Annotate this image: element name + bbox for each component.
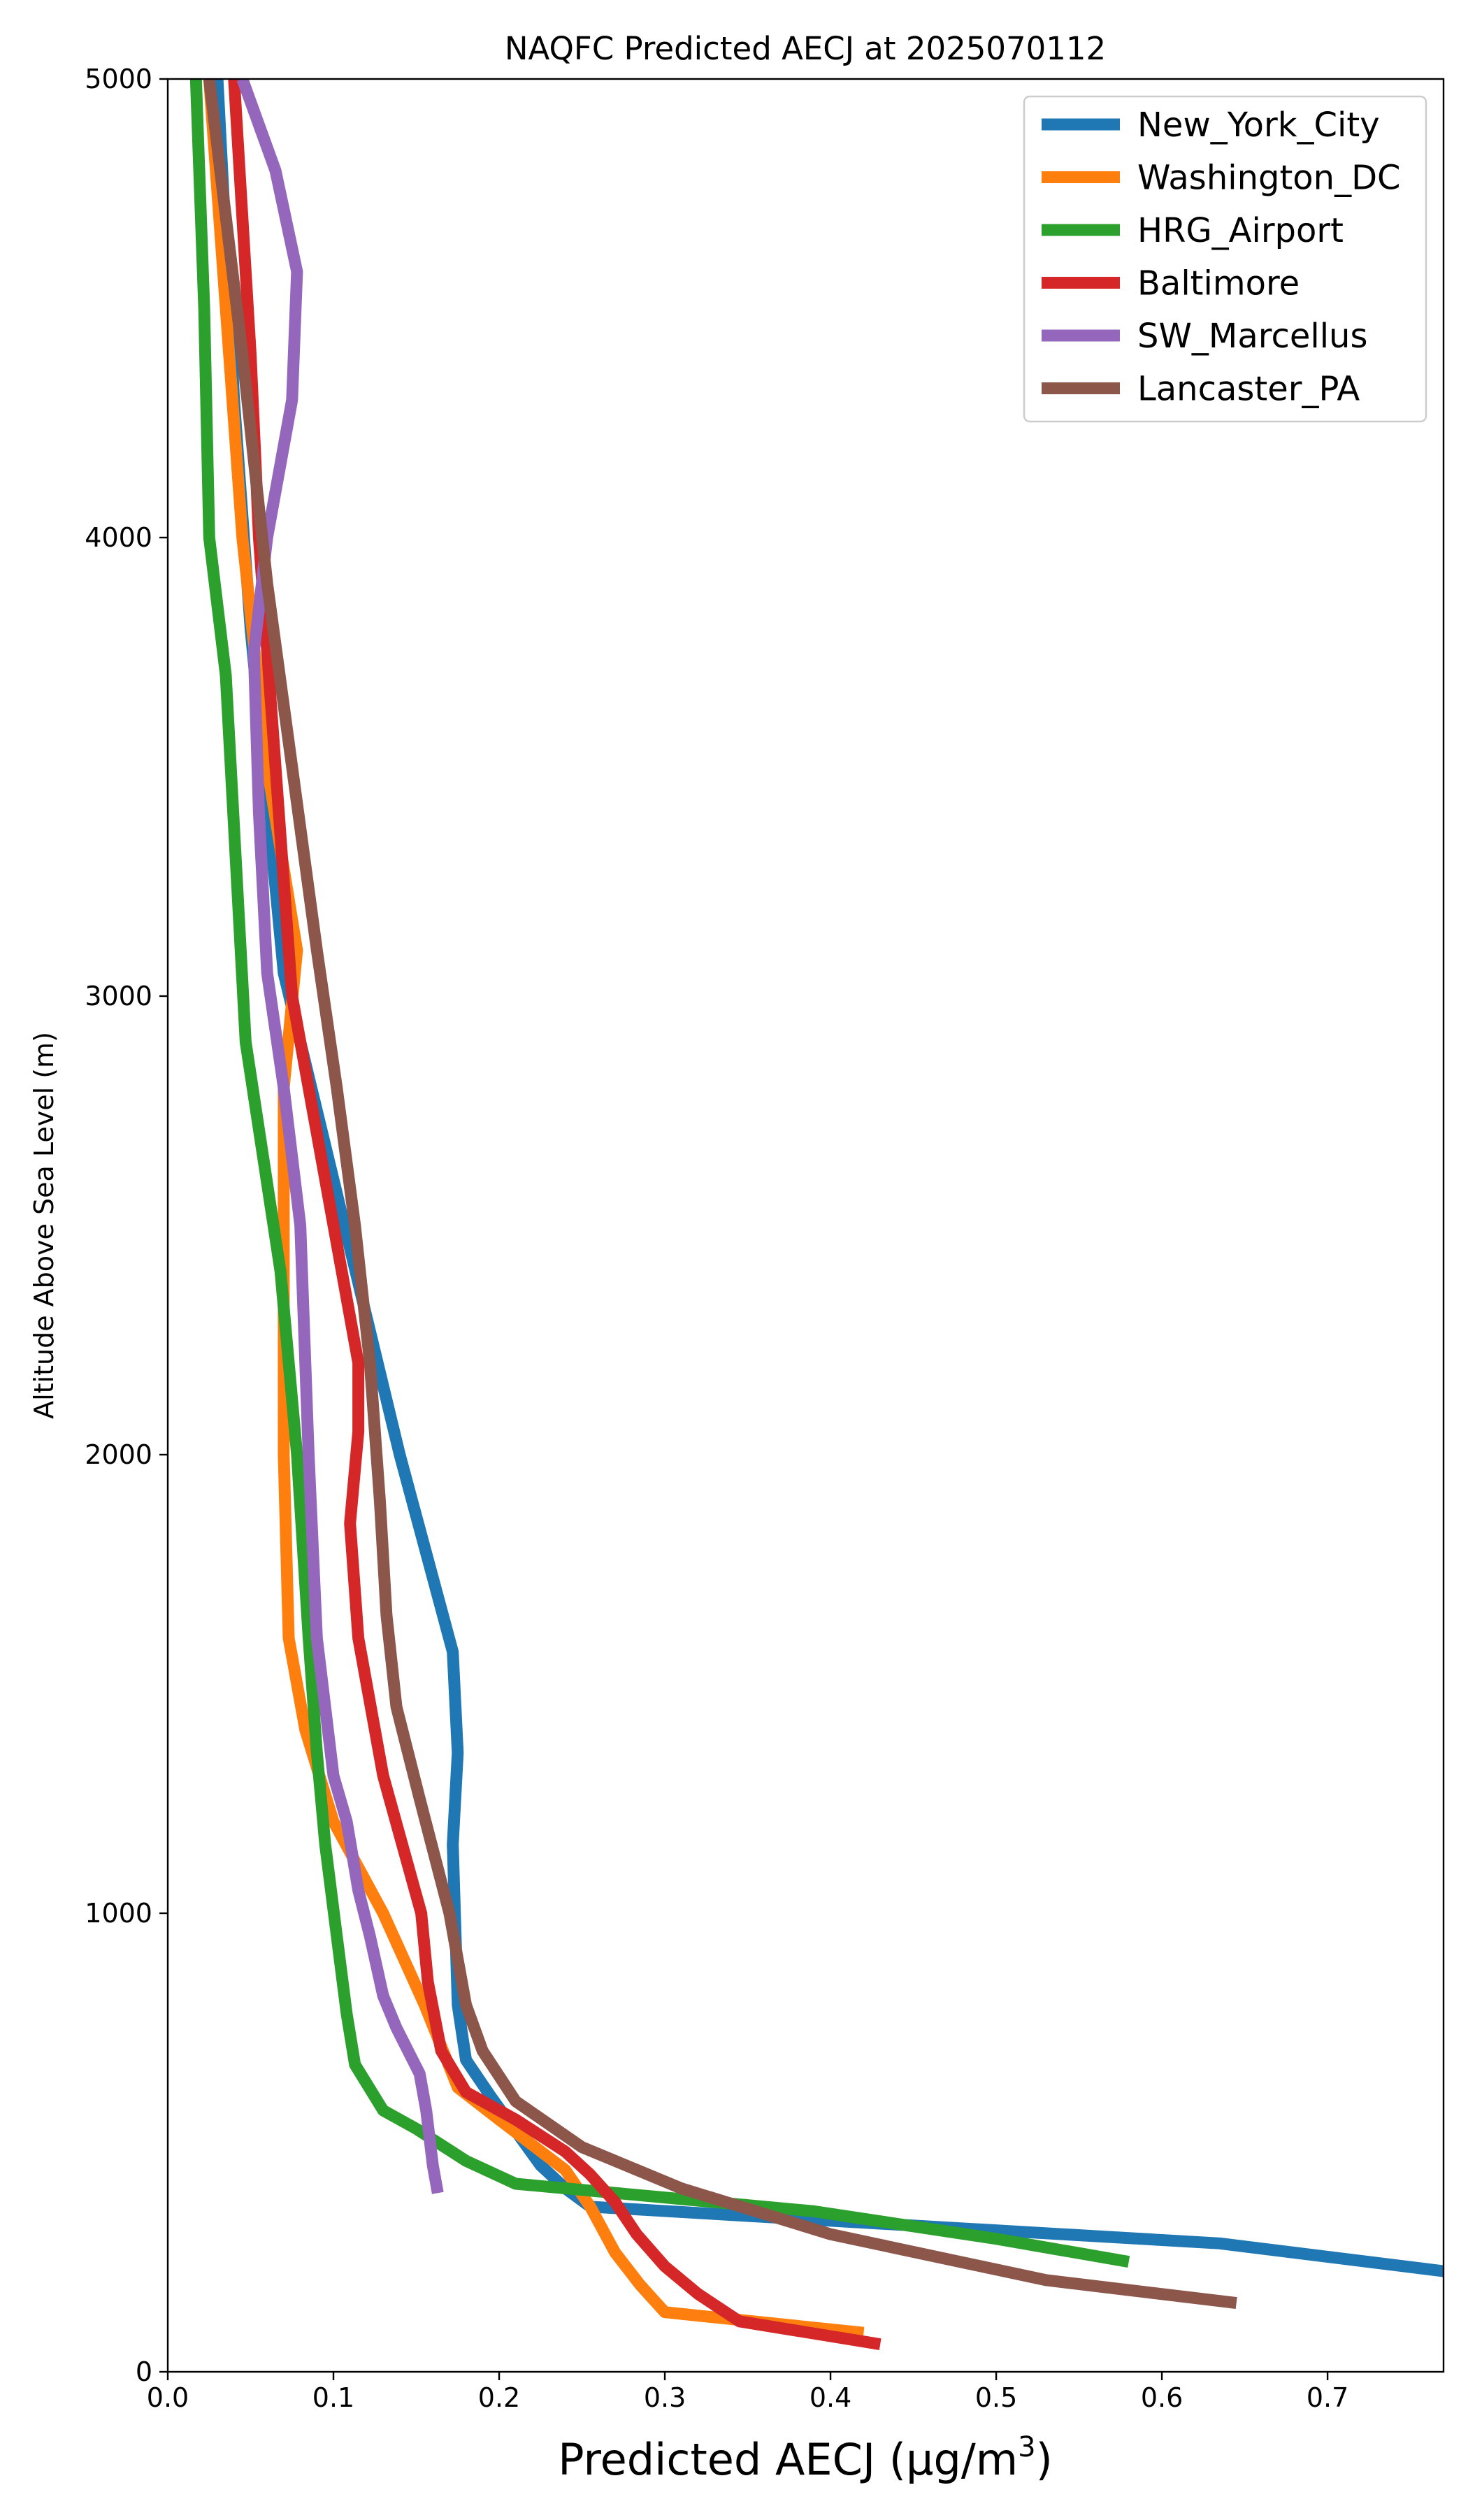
y-tick-label: 3000 [85,981,152,1011]
x-axis: 0.0 0.1 0.2 0.3 0.4 0.5 0.6 0.7 [147,2372,1348,2413]
legend-entries: New_York_City Washington_DC HRG_Airport Bal… [1042,106,1401,409]
legend-label: SW_Marcellus [1137,317,1367,356]
x-tick-label: 0.2 [478,2382,520,2413]
x-axis-label-main: Predicted AECJ (μg/m [558,2434,1018,2485]
series-line-lancaster-pa [203,79,1237,2310]
x-tick-label: 0.1 [312,2382,354,2413]
y-tick-label: 4000 [85,522,152,553]
x-axis-label: Predicted AECJ (μg/m3) [558,2431,1053,2485]
legend: New_York_City Washington_DC HRG_Airport Bal… [1023,95,1427,423]
plot-frame [166,78,1445,2373]
legend-label: HRG_Airport [1137,211,1344,250]
series-line-sw-marcellus [236,79,444,2194]
x-tick-label: 0.6 [1141,2382,1183,2413]
legend-label: New_York_City [1137,106,1380,145]
y-tick-label: 1000 [85,1898,152,1929]
y-axis-label: Altitude Above Sea Level (m) [29,1032,59,1419]
legend-box [1023,95,1427,423]
series-line-hrg-airport [189,79,1130,2268]
x-tick-label: 0.5 [975,2382,1017,2413]
legend-label: Washington_DC [1137,159,1401,198]
series-line-baltimore [228,79,881,2350]
y-axis: 0 1000 2000 3000 4000 5000 [85,64,168,2387]
legend-entry: SW_Marcellus [1042,317,1367,356]
x-tick-label: 0.0 [147,2382,189,2413]
plot-area: 0.0 0.1 0.2 0.3 0.4 0.5 0.6 0.7 0 1000 2000 3000 40… [85,64,1445,2413]
y-tick-label: 5000 [85,64,152,94]
legend-label: Baltimore [1137,264,1300,303]
series-group [189,79,1444,2350]
legend-entry: Baltimore [1042,264,1300,303]
y-tick-label: 0 [136,2356,152,2387]
x-axis-label-close: ) [1036,2434,1053,2485]
y-tick-label: 2000 [85,1439,152,1470]
x-tick-label: 0.3 [644,2382,686,2413]
legend-entry: HRG_Airport [1042,211,1344,250]
x-axis-label-superscript: 3 [1018,2431,1035,2463]
legend-entry: New_York_City [1042,106,1380,145]
x-tick-label: 0.4 [809,2382,851,2413]
chart-title: NAQFC Predicted AECJ at 2025070112 [505,30,1106,67]
legend-entry: Washington_DC [1042,159,1401,198]
legend-entry: Lancaster_PA [1042,370,1360,409]
x-tick-label: 0.7 [1307,2382,1348,2413]
legend-label: Lancaster_PA [1137,370,1360,409]
